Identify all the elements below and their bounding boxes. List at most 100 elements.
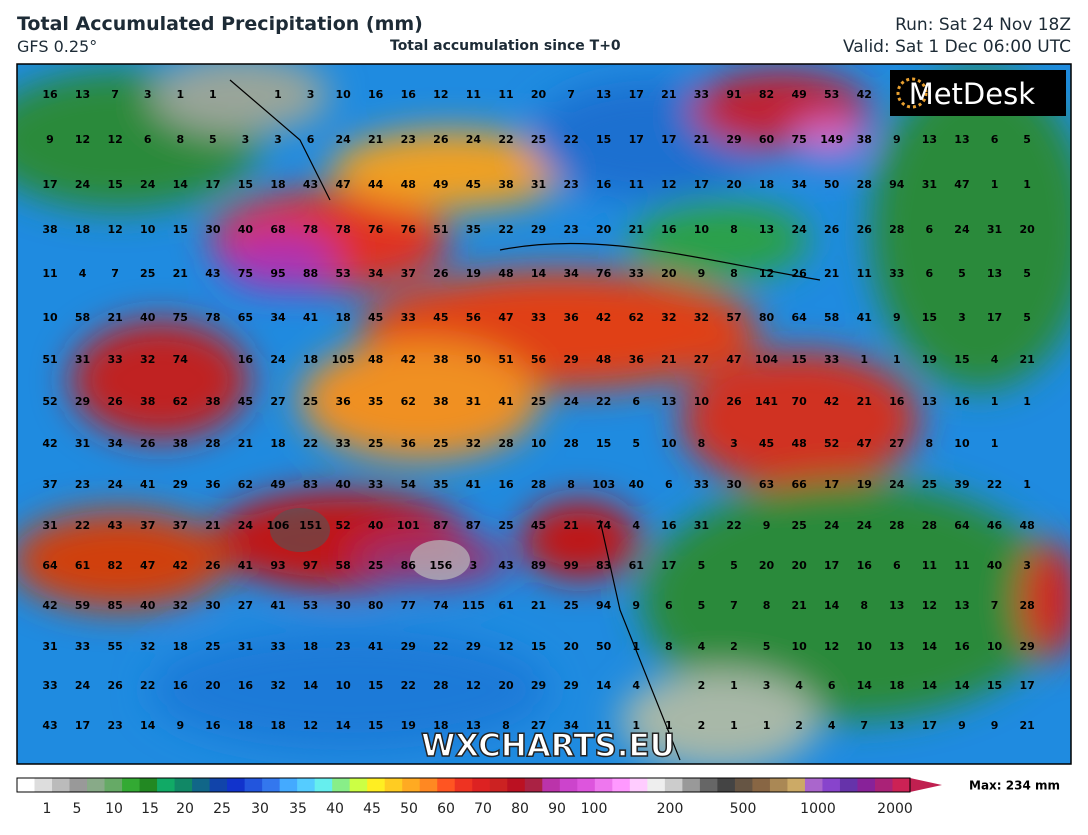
grid-value: 47 (857, 437, 872, 450)
grid-value: 9 (958, 719, 966, 732)
grid-value: 28 (922, 519, 937, 532)
colorbar-swatch (262, 778, 281, 792)
grid-value: 6 (307, 133, 315, 146)
grid-value: 39 (954, 478, 969, 491)
grid-value: 21 (661, 88, 676, 101)
grid-value: 28 (563, 437, 578, 450)
grid-value: 25 (368, 437, 383, 450)
grid-value: 6 (632, 395, 640, 408)
grid-value: 33 (531, 311, 546, 324)
grid-value: 1 (991, 178, 999, 191)
grid-value: 25 (791, 519, 806, 532)
grid-value: 19 (922, 353, 937, 366)
grid-value: 12 (107, 133, 122, 146)
grid-value: 22 (726, 519, 741, 532)
colorbar-swatch (209, 778, 228, 792)
grid-value: 4 (795, 679, 803, 692)
grid-value: 13 (889, 599, 904, 612)
grid-value: 4 (698, 640, 706, 653)
grid-value: 40 (238, 223, 254, 236)
grid-value: 31 (42, 640, 57, 653)
grid-value: 13 (987, 267, 1002, 280)
grid-value: 48 (1019, 519, 1034, 532)
grid-value: 20 (498, 679, 514, 692)
grid-value: 54 (401, 478, 417, 491)
colorbar-swatch (332, 778, 351, 792)
grid-value: 25 (531, 133, 546, 146)
grid-value: 3 (958, 311, 966, 324)
grid-value: 25 (140, 267, 155, 280)
grid-value: 106 (267, 519, 290, 532)
colorbar-swatch (139, 778, 158, 792)
grid-value: 10 (140, 223, 156, 236)
grid-value: 11 (498, 88, 513, 101)
grid-value: 43 (303, 178, 318, 191)
grid-value: 62 (629, 311, 644, 324)
grid-value: 13 (889, 719, 904, 732)
grid-value: 3 (307, 88, 315, 101)
grid-value: 18 (270, 178, 285, 191)
grid-value: 18 (889, 679, 904, 692)
grid-value: 3 (274, 133, 282, 146)
grid-value: 41 (303, 311, 318, 324)
grid-value: 24 (791, 223, 807, 236)
colorbar-label: 200 (657, 801, 684, 817)
grid-value: 9 (176, 719, 184, 732)
grid-value: 32 (173, 599, 188, 612)
grid-value: 6 (893, 559, 901, 572)
grid-value: 5 (1023, 133, 1031, 146)
grid-value: 21 (824, 267, 839, 280)
grid-value: 12 (433, 88, 448, 101)
grid-value: 22 (303, 437, 318, 450)
grid-value: 33 (694, 88, 709, 101)
grid-value: 30 (205, 223, 221, 236)
grid-value: 50 (466, 353, 482, 366)
grid-value: 41 (857, 311, 872, 324)
grid-value: 1 (632, 719, 640, 732)
grid-value: 25 (563, 599, 578, 612)
grid-value: 16 (954, 640, 970, 653)
grid-value: 24 (954, 223, 970, 236)
grid-value: 24 (75, 679, 91, 692)
grid-value: 3 (144, 88, 152, 101)
grid-value: 29 (401, 640, 416, 653)
grid-value: 33 (401, 311, 416, 324)
grid-value: 52 (824, 437, 839, 450)
grid-value: 10 (954, 437, 970, 450)
grid-value: 34 (563, 267, 579, 280)
grid-value: 9 (991, 719, 999, 732)
grid-value: 1 (991, 395, 999, 408)
grid-value: 58 (824, 311, 839, 324)
grid-value: 24 (563, 395, 579, 408)
grid-value: 15 (596, 437, 611, 450)
grid-value: 82 (759, 88, 774, 101)
grid-value: 52 (335, 519, 350, 532)
grid-value: 31 (75, 437, 90, 450)
grid-value: 15 (987, 679, 1002, 692)
colorbar-swatch (629, 778, 648, 792)
colorbar-swatch (559, 778, 578, 792)
grid-value: 5 (730, 559, 738, 572)
grid-value: 48 (368, 353, 383, 366)
grid-value: 17 (661, 133, 676, 146)
grid-value: 24 (824, 519, 840, 532)
colorbar-label: 2000 (877, 801, 913, 817)
grid-value: 20 (726, 178, 742, 191)
grid-value: 5 (1023, 267, 1031, 280)
colorbar-arrow (910, 778, 942, 792)
grid-value: 28 (889, 223, 904, 236)
grid-value: 38 (205, 395, 220, 408)
grid-value: 19 (466, 267, 481, 280)
grid-value: 5 (763, 640, 771, 653)
grid-value: 6 (926, 267, 934, 280)
grid-value: 4 (991, 353, 999, 366)
grid-value: 26 (140, 437, 156, 450)
grid-value: 27 (694, 353, 709, 366)
grid-value: 21 (857, 395, 872, 408)
grid-value: 64 (791, 311, 807, 324)
grid-value: 17 (42, 178, 57, 191)
grid-value: 20 (759, 559, 775, 572)
grid-value: 28 (498, 437, 513, 450)
grid-value: 17 (661, 559, 676, 572)
grid-value: 14 (824, 599, 840, 612)
